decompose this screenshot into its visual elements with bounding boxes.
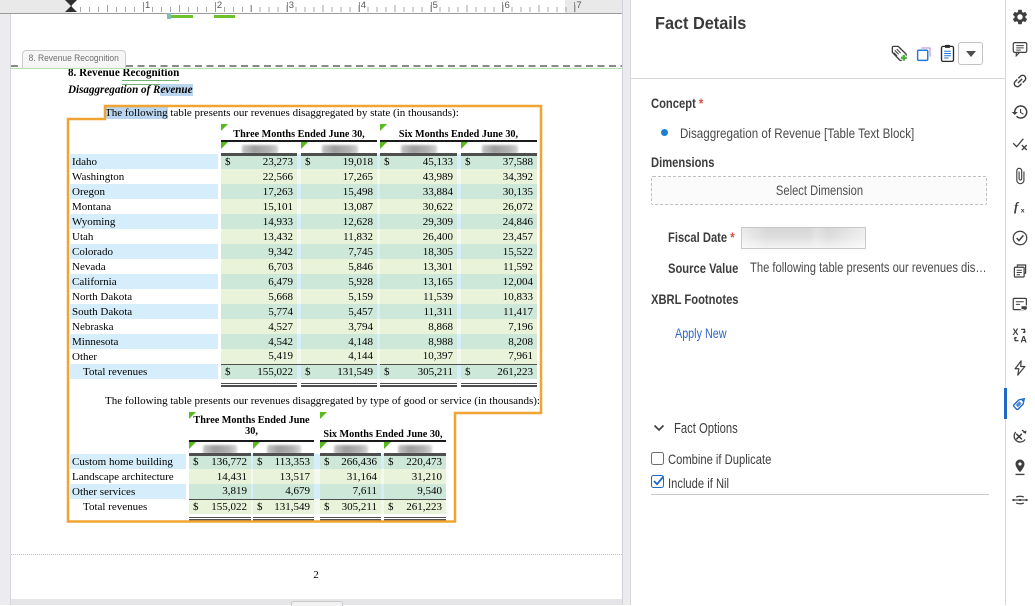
svg-text:x: x (1021, 207, 1025, 214)
svg-text:f: f (1014, 199, 1020, 213)
svg-text:X: X (1013, 327, 1019, 337)
svg-text:A: A (1020, 334, 1027, 344)
